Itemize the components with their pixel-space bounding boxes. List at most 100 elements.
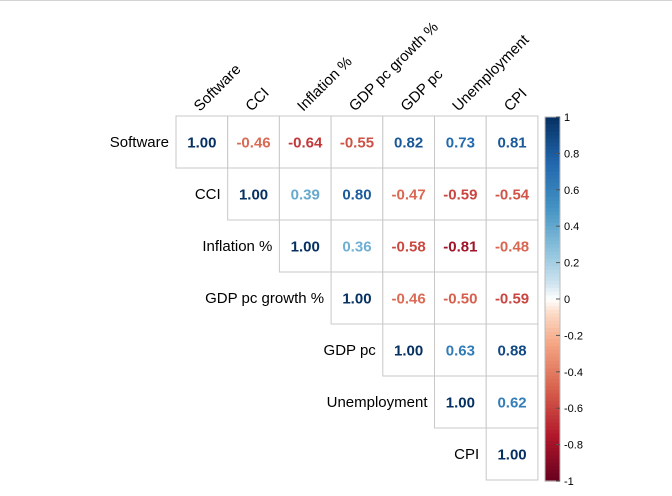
colorbar-segment	[545, 193, 560, 198]
value-label-software-gdp-pc-growth: -0.55	[340, 135, 374, 152]
colorbar-segment	[545, 386, 560, 391]
value-label-cpi-cpi: 1.00	[497, 447, 526, 464]
column-label-gdp-pc: GDP pc	[397, 66, 446, 115]
colorbar-segment	[545, 244, 560, 249]
cell-software-cci	[227, 115, 280, 169]
colorbar-segment	[545, 320, 560, 326]
colorbar-segment	[545, 284, 560, 289]
colorbar-segment	[545, 124, 560, 129]
colorbar-segment	[545, 149, 560, 154]
colorbar-segment	[545, 411, 560, 417]
colorbar-segment	[545, 157, 560, 162]
cell-unemployment-unemployment	[434, 375, 487, 429]
colorbar-segment	[545, 233, 560, 238]
cell-cci-cci	[227, 167, 280, 221]
colorbar-segment	[545, 117, 560, 122]
colorbar-segment	[545, 404, 560, 409]
colorbar-segment	[545, 437, 560, 442]
value-label-gdp-pc-growth-gdp-pc-growth: 1.00	[342, 291, 371, 308]
colorbar-segment	[545, 160, 560, 165]
column-label-cpi: CPI	[501, 85, 531, 115]
colorbar-segment	[545, 164, 560, 169]
colorbar-segment	[545, 153, 560, 158]
colorbar-tick-label: -0.6	[564, 403, 583, 415]
colorbar-segment	[545, 226, 560, 231]
colorbar-segment	[545, 455, 560, 460]
colorbar-tick-label: -0.2	[564, 330, 583, 342]
colorbar-segment	[545, 393, 560, 398]
colorbar-tick-label: -0.8	[564, 440, 583, 452]
colorbar-segment	[545, 331, 560, 336]
value-label-software-cpi: 0.81	[497, 135, 526, 152]
colorbar-segment	[545, 397, 560, 402]
colorbar-segment	[545, 448, 560, 453]
colorbar-segment	[545, 339, 560, 344]
colorbar-segment	[545, 291, 560, 296]
colorbar-segment	[545, 371, 560, 377]
value-label-cci-unemployment: -0.59	[443, 187, 477, 204]
colorbar-segment	[545, 146, 560, 151]
colorbar-segment	[545, 222, 560, 227]
cell-gdp-pc-growth-cpi	[485, 271, 539, 325]
value-label-gdp-pc-gdp-pc: 1.00	[394, 343, 423, 360]
colorbar-segment	[545, 248, 560, 253]
value-label-software-software: 1.00	[187, 135, 216, 152]
colorbar-segment	[545, 433, 560, 438]
colorbar-segment	[545, 451, 560, 457]
colorbar-segment	[545, 459, 560, 464]
cell-gdp-pc-gdp-pc	[382, 323, 435, 377]
colorbar-segment	[545, 375, 560, 380]
cell-inflation-unemployment	[434, 219, 487, 273]
colorbar-segment	[545, 306, 560, 311]
colorbar-tick-label: -0.4	[564, 367, 583, 379]
colorbar-segment	[545, 477, 560, 482]
colorbar-segment	[545, 138, 560, 144]
value-label-gdp-pc-growth-gdp-pc: -0.46	[392, 291, 426, 308]
colorbar-segment	[545, 167, 560, 173]
colorbar-segment	[545, 408, 560, 413]
column-label-software: Software	[191, 61, 245, 115]
value-label-inflation-cpi: -0.48	[495, 239, 529, 256]
colorbar-segment	[545, 135, 560, 140]
colorbar-segment	[545, 335, 560, 340]
colorbar-segment	[545, 466, 560, 471]
colorbar-segment	[545, 309, 560, 315]
colorbar-segment	[545, 218, 560, 224]
colorbar-tick-label: 0.6	[564, 185, 579, 197]
colorbar-segment	[545, 273, 560, 278]
colorbar-segment	[545, 208, 560, 213]
colorbar-segment	[545, 178, 560, 184]
cell-software-software	[175, 115, 229, 169]
colorbar-tick-label: 0.8	[564, 148, 579, 160]
colorbar-segment	[545, 280, 560, 286]
colorbar-segment	[545, 379, 560, 384]
colorbar-segment	[545, 266, 560, 271]
colorbar-segment	[545, 360, 560, 366]
colorbar-segment	[545, 324, 560, 329]
cell-gdp-pc-growth-unemployment	[434, 271, 487, 325]
cell-inflation-cpi	[485, 219, 539, 273]
row-label-gdp-pc-growth: GDP pc growth %	[205, 290, 324, 307]
colorbar-segment	[545, 120, 560, 125]
row-label-gdp-pc: GDP pc	[324, 342, 377, 359]
colorbar-segment	[545, 317, 560, 322]
colorbar-segment	[545, 295, 560, 300]
colorbar-segment	[545, 197, 560, 202]
cell-cci-cpi	[485, 167, 539, 221]
column-label-inflation: Inflation %	[294, 53, 356, 115]
cell-unemployment-cpi	[485, 375, 539, 429]
colorbar-segment	[545, 328, 560, 333]
colorbar-segment	[545, 200, 560, 205]
colorbar-segment	[545, 422, 560, 427]
cell-gdp-pc-unemployment	[434, 323, 487, 377]
colorbar-segment	[545, 288, 560, 293]
colorbar-segment	[545, 346, 560, 351]
colorbar-tick-label: -1	[564, 476, 574, 488]
colorbar-segment	[545, 364, 560, 369]
colorbar-segment	[545, 426, 560, 431]
value-label-gdp-pc-cpi: 0.88	[497, 343, 526, 360]
colorbar-segment	[545, 127, 560, 133]
colorbar-tick-label: 0	[564, 294, 570, 306]
colorbar-segment	[545, 342, 560, 347]
